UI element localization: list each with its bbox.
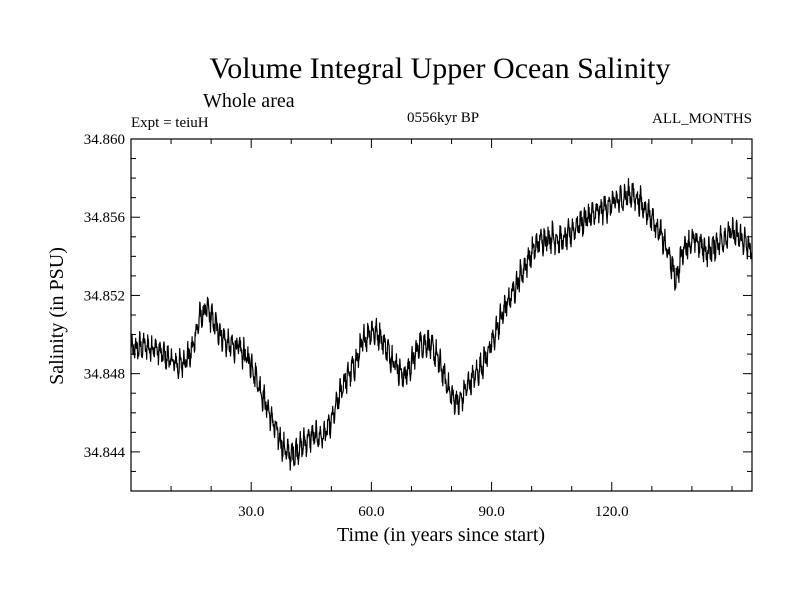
y-axis-label: Salinity (in PSU): [46, 247, 68, 385]
y-tick-label: 34.848: [84, 367, 125, 383]
y-tick-label: 34.852: [84, 288, 125, 304]
period-label: 0556kyr BP: [407, 110, 479, 126]
chart-subtitle: Whole area: [203, 90, 295, 112]
y-tick-label: 34.844: [84, 445, 126, 461]
y-axis-ticks: 34.844 34.848 34.852 34.856 34.860: [84, 132, 752, 492]
chart-title: Volume Integral Upper Ocean Salinity: [210, 52, 671, 85]
x-axis-label: Time (in years since start): [337, 524, 545, 546]
y-tick-label: 34.856: [84, 210, 126, 226]
x-tick-label: 60.0: [358, 504, 384, 520]
salinity-series-line: [130, 178, 753, 471]
x-tick-label: 30.0: [238, 504, 264, 520]
months-label: ALL_MONTHS: [652, 111, 752, 127]
x-axis-ticks: 30.0 60.0 90.0 120.0: [170, 139, 733, 520]
experiment-label: Expt = teiuH: [131, 115, 209, 131]
x-tick-label: 120.0: [595, 504, 629, 520]
x-tick-label: 90.0: [478, 504, 504, 520]
plot-frame: [130, 138, 753, 492]
y-tick-label: 34.860: [84, 132, 125, 148]
